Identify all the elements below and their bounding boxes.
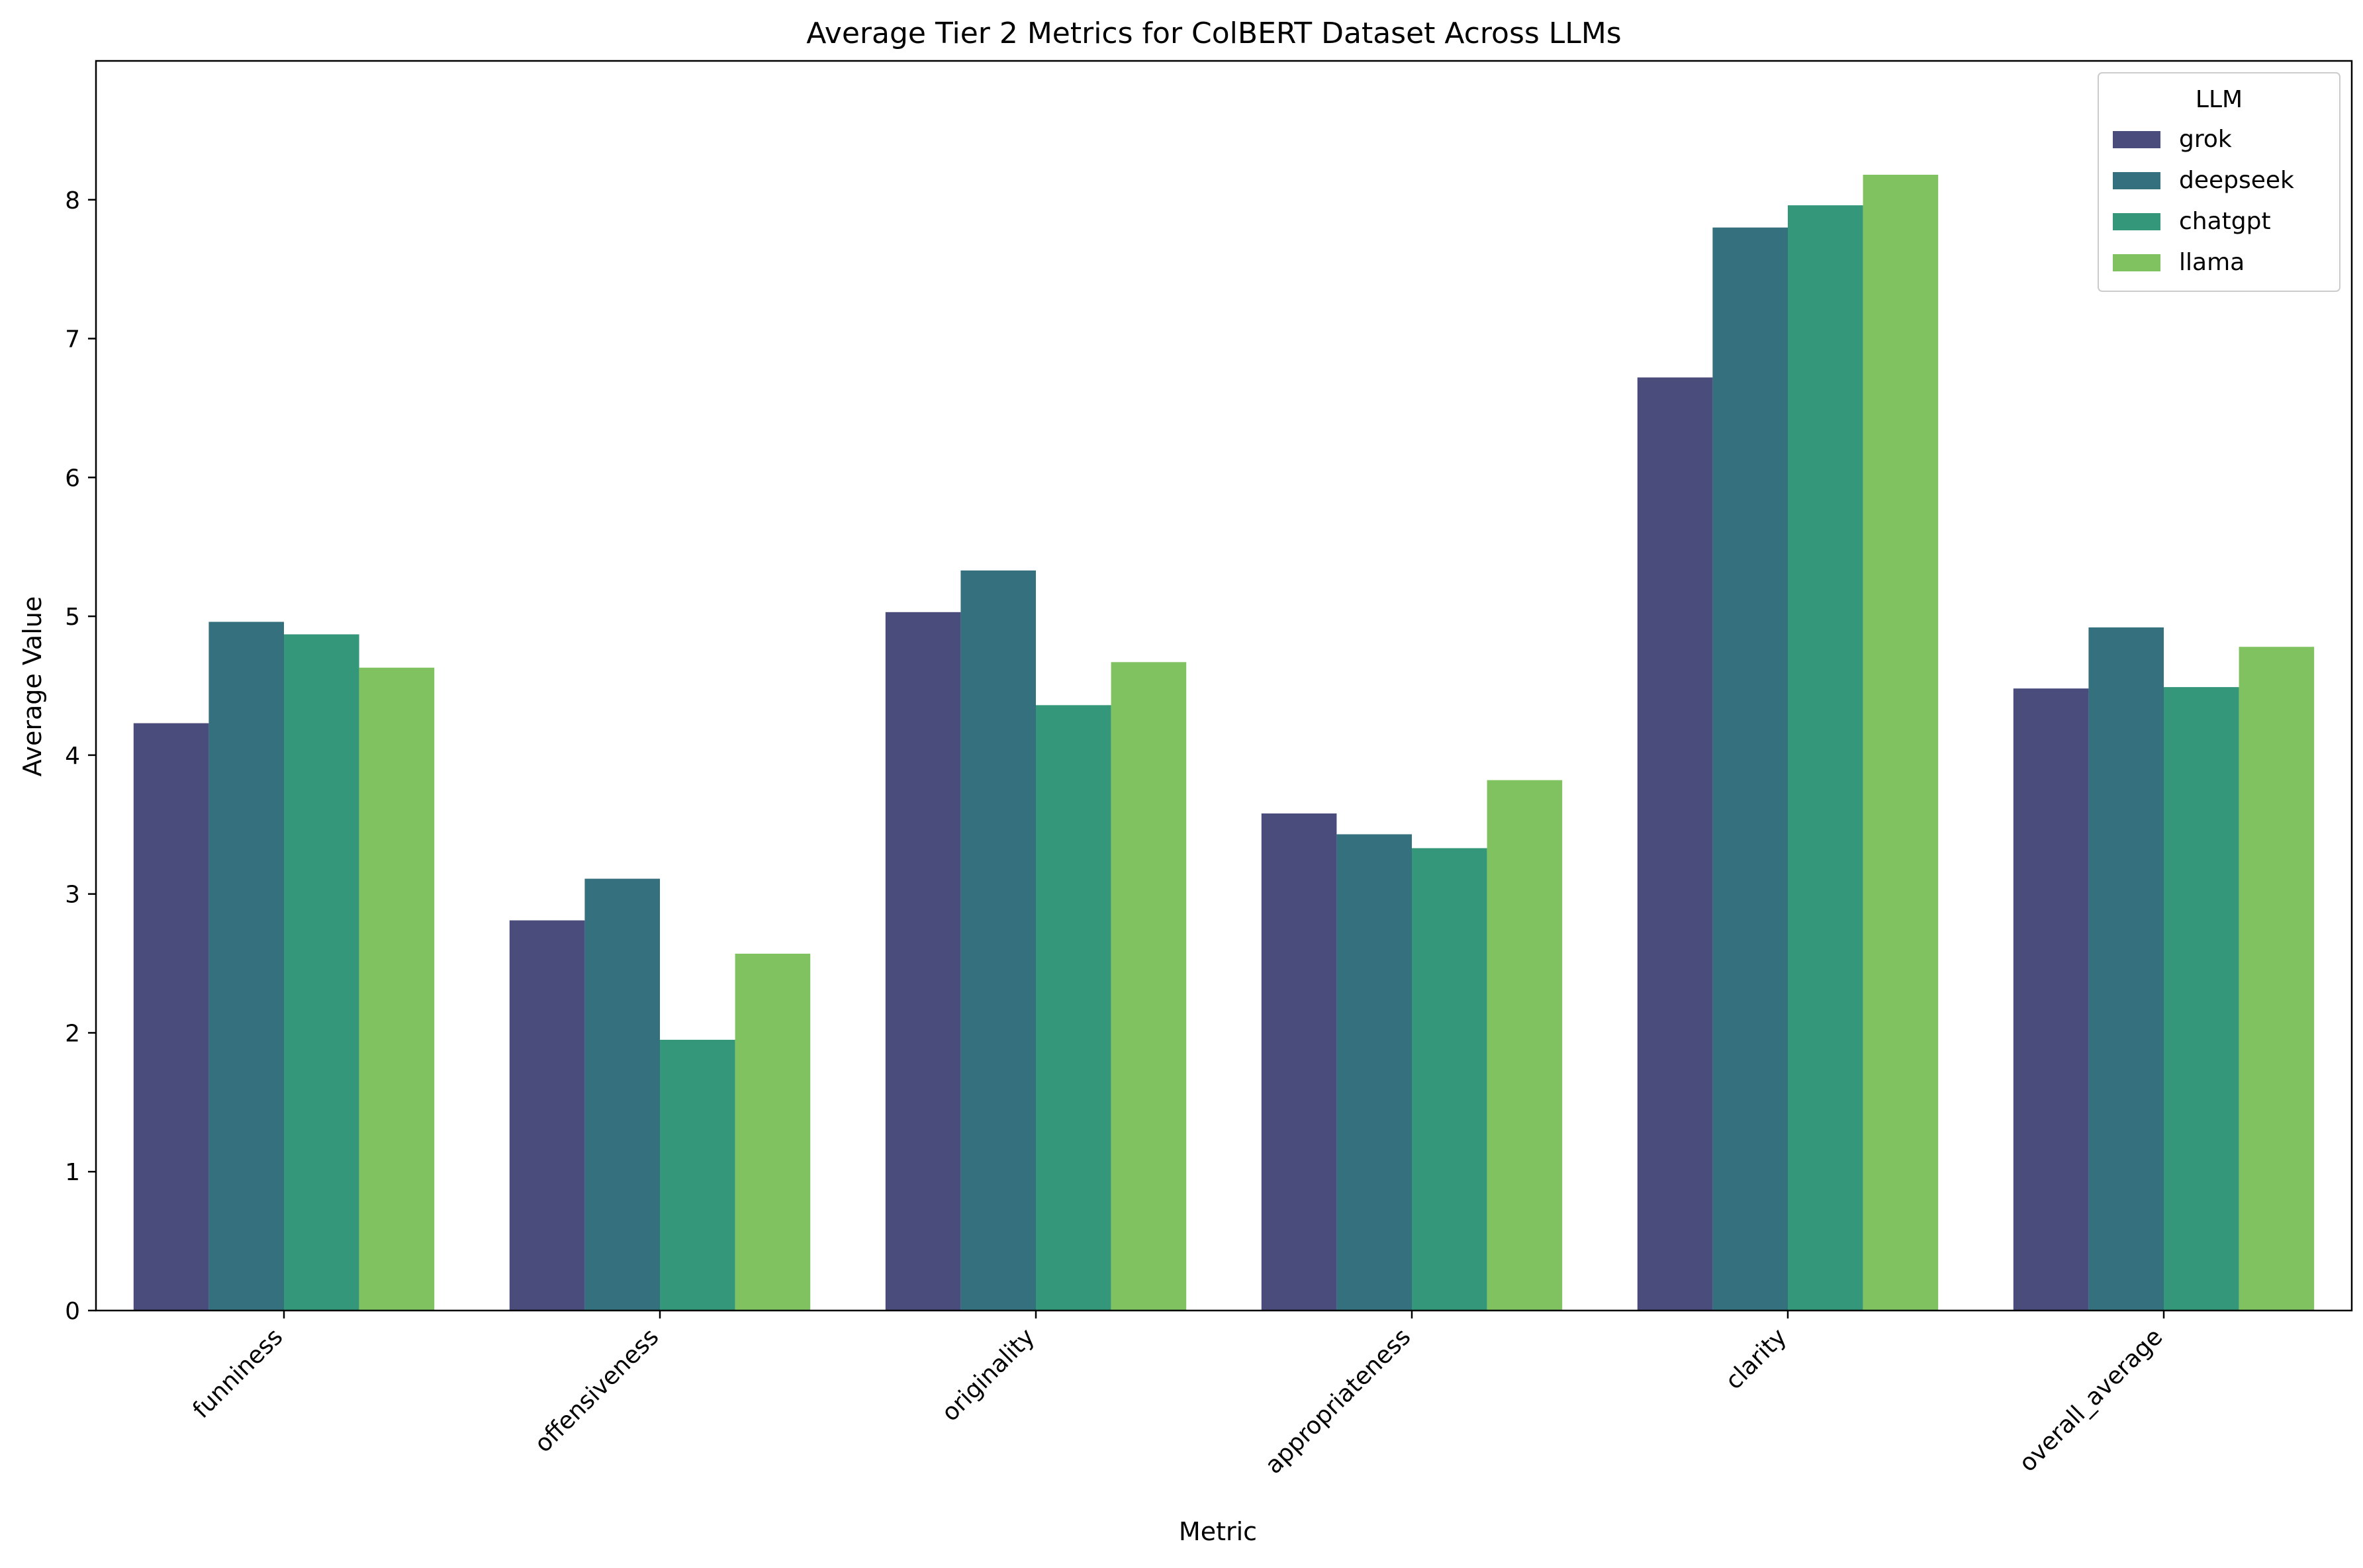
chart-title: Average Tier 2 Metrics for ColBERT Datas… [806,17,1621,50]
bar-deepseek-appropriateness [1336,834,1412,1311]
bar-deepseek-originality [960,570,1036,1311]
bar-grok-offensiveness [509,920,585,1311]
bar-deepseek-overall_average [2088,627,2164,1311]
x-tick-label: funniness [188,1323,289,1424]
bar-deepseek-clarity [1712,227,1788,1311]
x-tick-label: originality [937,1323,1040,1426]
bar-chatgpt-funniness [284,634,359,1311]
bar-grok-funniness [133,723,209,1311]
y-tick-label: 2 [65,1020,80,1047]
y-axis-label: Average Value [18,596,47,776]
bar-llama-clarity [1863,175,1939,1311]
bars-layer [133,175,2315,1311]
y-tick-label: 7 [65,326,80,353]
bar-grok-clarity [1637,377,1713,1311]
legend-box [2098,72,2340,292]
bar-grok-originality [885,612,961,1311]
series-grok [133,377,2089,1311]
bar-grok-appropriateness [1261,813,1337,1311]
bar-llama-funniness [359,667,435,1311]
series-llama [359,175,2315,1311]
bar-chatgpt-overall_average [2164,687,2239,1311]
x-tick-label: overall_average [2014,1323,2168,1477]
plot-frame [95,60,2353,1312]
bar-grok-overall_average [2013,688,2089,1311]
x-tick-label: clarity [1720,1323,1792,1395]
legend-swatch-grok [2113,131,2160,148]
legend-swatch-llama [2113,254,2160,271]
bar-llama-originality [1111,662,1187,1311]
bar-llama-offensiveness [735,953,811,1311]
x-tick-label: appropriateness [1260,1323,1416,1479]
bar-llama-appropriateness [1487,780,1563,1311]
series-deepseek [208,227,2164,1311]
bar-chatgpt-appropriateness [1412,848,1487,1311]
bar-llama-overall_average [2239,647,2315,1311]
y-tick-label: 0 [65,1298,80,1325]
legend: LLM grok deepseek chatgpt llama [2098,72,2340,292]
legend-label-grok: grok [2179,126,2232,153]
bar-deepseek-offensiveness [584,878,660,1311]
legend-label-llama: llama [2179,249,2245,276]
bar-chatgpt-clarity [1788,205,1863,1311]
bar-chatgpt-originality [1036,705,1111,1311]
legend-swatch-chatgpt [2113,213,2160,230]
y-tick-label: 5 [65,604,80,631]
y-tick-label: 6 [65,465,80,492]
x-tick-label: offensiveness [530,1323,664,1457]
x-axis-label: Metric [1179,1517,1257,1546]
legend-label-chatgpt: chatgpt [2179,208,2271,235]
y-tick-label: 1 [65,1159,80,1186]
legend-swatch-deepseek [2113,172,2160,189]
series-chatgpt [284,205,2239,1311]
legend-title: LLM [2196,86,2243,113]
legend-label-deepseek: deepseek [2179,167,2294,194]
y-tick-label: 3 [65,882,80,909]
bar-chatgpt-offensiveness [660,1039,735,1311]
bar-deepseek-funniness [208,622,284,1311]
y-tick-label: 8 [65,187,80,214]
y-tick-label: 4 [65,743,80,770]
